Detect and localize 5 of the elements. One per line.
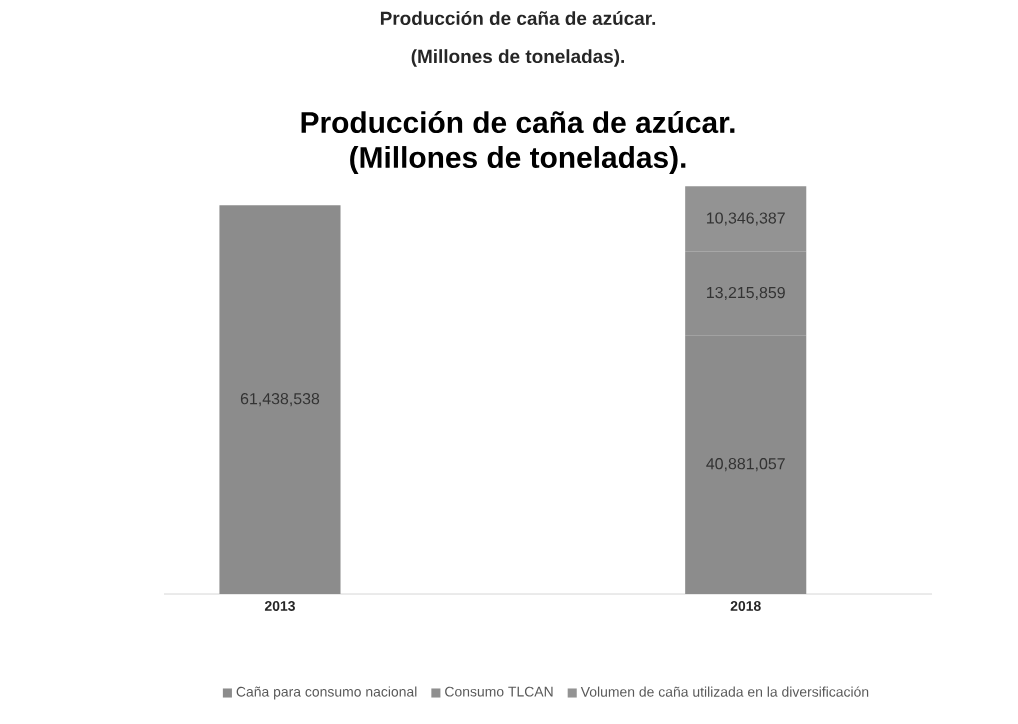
- chart-subtitle: (Millones de toneladas).: [411, 49, 624, 67]
- bar: [219, 205, 341, 594]
- chart-title: Producción de caña de azúcar.: [380, 10, 656, 26]
- text: (Millones de toneladas).: [350, 146, 686, 174]
- text: Producción de caña de azúcar.: [301, 110, 735, 134]
